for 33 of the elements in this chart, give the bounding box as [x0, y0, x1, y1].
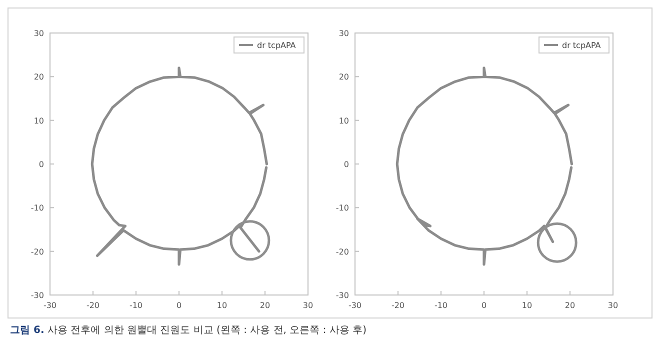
x-tick-label: 30	[302, 301, 314, 310]
legend-label: dr tcpAPA	[257, 41, 296, 50]
x-tick-label: -10	[434, 301, 448, 310]
x-tick-label: 0	[481, 301, 487, 310]
y-tick-label: -20	[30, 247, 44, 256]
x-tick-label: 10	[216, 301, 228, 310]
legend-label: dr tcpAPA	[562, 41, 602, 50]
text: 그림 6. 사용 전후에 의한 원뿔대 진원도 비교 (왼쪽 : 사용 전, 오른쪽 : 사용 후)	[10, 325, 367, 336]
legend: dr tcpAPA	[538, 36, 610, 54]
y-tick-label: 0	[38, 160, 44, 169]
y-tick-label: -30	[336, 291, 349, 300]
x-tick-label: 0	[176, 301, 182, 310]
y-tick-label: -20	[336, 247, 349, 256]
x-tick-label: 10	[522, 301, 532, 310]
y-tick-label: 20	[338, 72, 349, 82]
x-tick-label: -20	[391, 301, 405, 310]
y-tick-label: -10	[336, 204, 349, 213]
y-tick-label: 10	[338, 116, 349, 126]
x-tick-label: -30	[43, 301, 57, 310]
y-tick-label: 30	[338, 29, 349, 38]
x-tick-label: -30	[348, 301, 362, 310]
x-tick-label: -20	[86, 301, 100, 310]
y-tick-label: 10	[34, 116, 44, 126]
legend: dr tcpAPA	[234, 36, 304, 54]
x-tick-label: 20	[564, 301, 576, 310]
y-tick-label: 20	[34, 72, 44, 82]
y-tick-label: 30	[34, 29, 44, 38]
y-tick-label: -10	[30, 204, 44, 213]
y-tick-label: -30	[30, 291, 44, 300]
x-tick-label: 30	[608, 301, 618, 310]
x-tick-label: -10	[129, 301, 143, 310]
x-tick-label: 20	[260, 301, 270, 310]
y-tick-label: 0	[344, 160, 349, 169]
